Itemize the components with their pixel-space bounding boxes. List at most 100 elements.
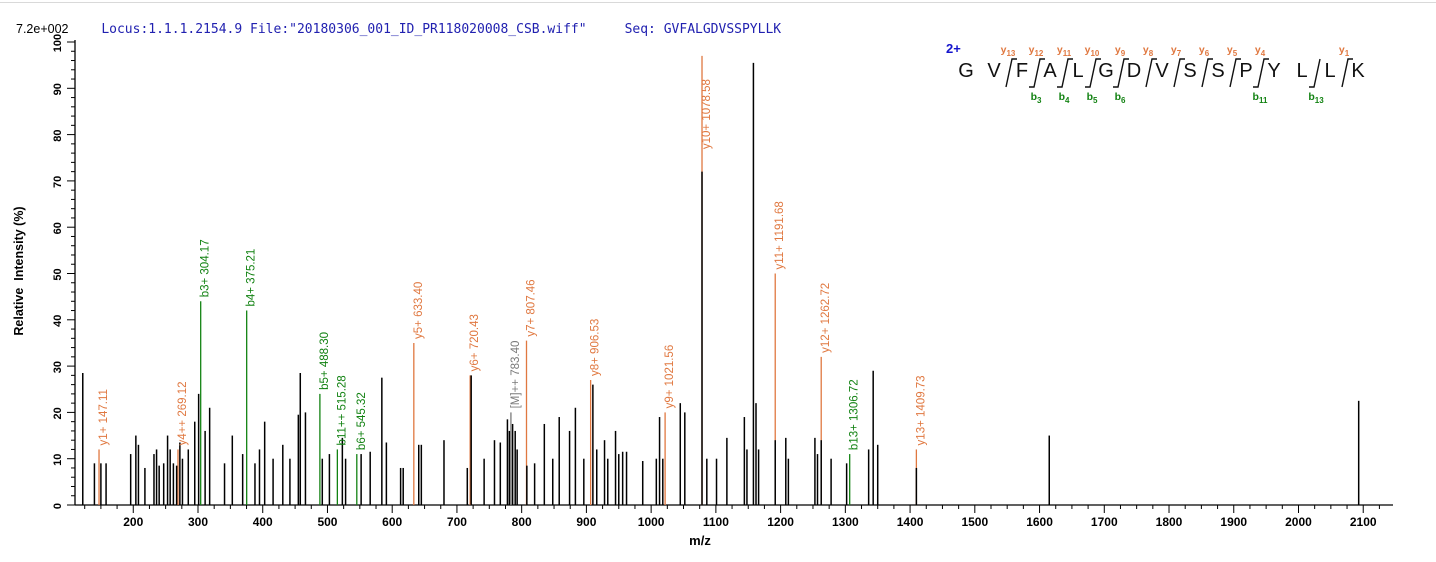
y-axis-tick-label: 40 xyxy=(52,315,64,327)
x-axis-tick-label: 1200 xyxy=(767,515,794,529)
cleavage-gap: y13 xyxy=(1001,44,1017,114)
residue-letter: P xyxy=(1239,60,1253,82)
y-axis-tick-label: 50 xyxy=(52,268,64,280)
residue-letter: V xyxy=(1155,60,1169,82)
x-axis-tick-label: 1800 xyxy=(1156,515,1183,529)
b-ion-label: b6 xyxy=(1114,91,1126,106)
x-axis-tick-label: 700 xyxy=(447,515,467,529)
cleavage-gap: y6 xyxy=(1199,44,1213,114)
fragment-peak-label: y6+ 720.43 xyxy=(469,314,481,371)
fragment-peak-label: y12+ 1262.72 xyxy=(820,283,832,353)
cleavage-gap: y9 b6 xyxy=(1113,44,1129,114)
b-ion-label: b3 xyxy=(1030,91,1042,106)
residue-letter: S xyxy=(1183,60,1197,82)
y-axis-tick-label: 70 xyxy=(52,176,64,188)
top-divider-line xyxy=(0,2,1436,3)
x-axis-label: m/z xyxy=(689,533,711,548)
x-axis-tick-label: 1000 xyxy=(638,515,665,529)
fragment-peak-label: y9+ 1021.56 xyxy=(664,345,676,409)
cleavage-slash-icon xyxy=(1057,58,1073,88)
y-axis-tick-label: 20 xyxy=(52,407,64,419)
fragment-peak-label: y8+ 906.53 xyxy=(590,319,602,376)
cleavage-gap: y1 xyxy=(1339,44,1353,114)
cleavage-slash-icon xyxy=(1145,58,1157,88)
y-ion-label: y8 xyxy=(1142,44,1154,59)
residue-letter: L xyxy=(1324,60,1336,82)
fragment-peak-label: b3+ 304.17 xyxy=(200,239,212,297)
y-axis-tick-label: 60 xyxy=(52,222,64,234)
fragment-peak-label: y11+ 1191.68 xyxy=(774,201,786,269)
fragment-peak-label: b13+ 1306.72 xyxy=(849,379,861,450)
x-axis-tick-label: 1600 xyxy=(1026,515,1053,529)
y-axis-tick-label: 100 xyxy=(52,34,64,52)
cleavage-slash-icon xyxy=(1029,58,1045,88)
cleavage-gap xyxy=(1284,44,1292,114)
residue-letter: V xyxy=(987,60,1001,82)
residue-letter: S xyxy=(1211,60,1225,82)
residue-letter: G xyxy=(1098,60,1114,82)
x-axis-tick-label: 1300 xyxy=(832,515,859,529)
residue-letter: A xyxy=(1043,60,1057,82)
x-axis-tick-label: 2100 xyxy=(1350,515,1377,529)
fragment-peak-label: [M]++ 783.40 xyxy=(510,341,522,409)
b-ion-label: b13 xyxy=(1308,91,1324,106)
b-ion-label: b4 xyxy=(1058,91,1070,106)
sequence-text: Seq: GVFALGDVSSPYLLK xyxy=(624,22,782,37)
fragment-peak-label: y4++ 269.12 xyxy=(177,381,189,445)
y-ion-label: y6 xyxy=(1198,44,1210,59)
cleavage-gap xyxy=(976,44,984,114)
y-ion-label: y10 xyxy=(1084,44,1100,59)
cleavage-gap: y5 xyxy=(1227,44,1241,114)
y-ion-label: y5 xyxy=(1226,44,1238,59)
y-ion-label: y11 xyxy=(1056,44,1072,59)
y-axis-tick-label: 80 xyxy=(52,129,64,141)
header-bar: Locus:1.1.1.2154.9 File:"20180306_001_ID… xyxy=(70,7,781,52)
base-peak-intensity-label: 7.2e+002 xyxy=(16,22,69,36)
x-axis-tick-label: 1400 xyxy=(897,515,924,529)
fragment-peak-label: y10+ 1078.58 xyxy=(701,79,713,149)
x-axis-tick-label: 1900 xyxy=(1220,515,1247,529)
residue-letter: F xyxy=(1015,60,1029,82)
y-ion-label: y7 xyxy=(1170,44,1182,59)
residue-letter: L xyxy=(1072,60,1084,82)
residue-letter: Y xyxy=(1267,60,1281,82)
x-axis-tick-label: 1100 xyxy=(703,515,729,529)
cleavage-slash-icon xyxy=(1341,58,1353,88)
x-axis-tick-label: 300 xyxy=(188,515,208,529)
b-ion-label: b5 xyxy=(1086,91,1098,106)
cleavage-slash-icon xyxy=(1309,58,1321,88)
cleavage-gap: y10 b5 xyxy=(1085,44,1101,114)
cleavage-gap: y8 xyxy=(1143,44,1157,114)
x-axis-tick-label: 900 xyxy=(576,515,596,529)
fragment-peak-label: y7+ 807.46 xyxy=(525,279,537,336)
fragment-peak-label: b4+ 375.21 xyxy=(246,249,258,307)
y-ion-label: y9 xyxy=(1114,44,1126,59)
fragment-peak-label: b11++ 515.28 xyxy=(336,375,348,445)
fragment-peak-label: y1+ 147.11 xyxy=(98,389,110,445)
cleavage-slash-icon xyxy=(1085,58,1101,88)
y-axis-tick-label: 0 xyxy=(52,503,64,509)
b-ion-label: b11 xyxy=(1252,91,1268,106)
cleavage-gap: y12 b3 xyxy=(1029,44,1045,114)
fragment-peak-label: y5+ 633.40 xyxy=(413,282,425,339)
fragment-peak-label: y13+ 1409.73 xyxy=(915,375,927,445)
cleavage-slash-icon xyxy=(1253,58,1269,88)
precursor-charge-label: 2+ xyxy=(946,41,961,56)
cleavage-gap: y11 b4 xyxy=(1057,44,1073,114)
y-axis-tick-label: 90 xyxy=(52,83,64,95)
y-axis-tick-label: 10 xyxy=(52,454,64,466)
x-axis-tick-label: 600 xyxy=(382,515,402,529)
y-ion-label: y4 xyxy=(1254,44,1266,59)
fragment-peak-label: b5+ 488.30 xyxy=(319,332,331,390)
fragment-peak-label: b6+ 545.32 xyxy=(356,392,368,450)
locus-file-text: Locus:1.1.1.2154.9 File:"20180306_001_ID… xyxy=(101,22,587,37)
residue-letter: L xyxy=(1296,60,1308,82)
cleavage-slash-icon xyxy=(1005,58,1017,88)
x-axis-tick-label: 500 xyxy=(317,515,337,529)
x-axis-tick-label: 200 xyxy=(123,515,143,529)
x-axis-tick-label: 800 xyxy=(512,515,532,529)
x-axis-tick-label: 400 xyxy=(253,515,273,529)
